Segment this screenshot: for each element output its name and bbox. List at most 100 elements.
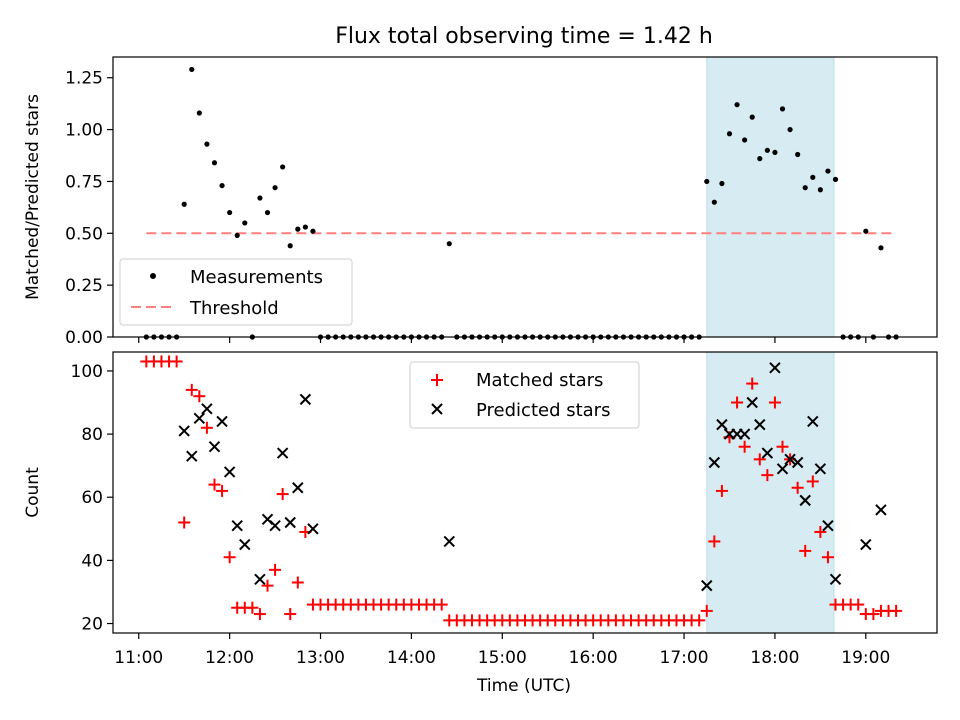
y-tick-label: 80 [81, 425, 103, 445]
predicted-star-point [307, 523, 319, 535]
matched-star-point [890, 604, 903, 617]
measurement-point [734, 102, 740, 108]
measurement-point [726, 131, 733, 137]
y-tick-label: 40 [81, 551, 103, 571]
matched-star-point [193, 390, 206, 403]
matched-star-point [291, 576, 304, 589]
x-tick-label: 15:00 [478, 648, 527, 668]
matched-star-point [738, 440, 751, 453]
matched-star-point [276, 488, 289, 501]
matched-star-point [776, 440, 789, 453]
measurement-point [310, 228, 316, 234]
measurement-point [757, 156, 763, 162]
count-y-axis-label: Count [23, 467, 43, 518]
measurement-point [189, 66, 195, 73]
matched-star-point [814, 525, 827, 538]
predicted-star-point [829, 573, 842, 586]
legend-predicted-marker [431, 403, 443, 415]
measurement-point [810, 174, 816, 180]
x-axis-label: Time (UTC) [476, 676, 571, 696]
matched-star-point [261, 579, 274, 592]
predicted-star-point [754, 418, 766, 431]
measurement-point [287, 243, 293, 249]
measurement-point [257, 195, 263, 201]
y-tick-label: 100 [71, 362, 103, 382]
ratio-legend: Measurements Threshold [119, 258, 353, 326]
count-legend: Matched stars Predicted stars [409, 361, 640, 429]
measurement-point [446, 241, 452, 247]
x-tick-label: 19:00 [841, 648, 890, 668]
measurement-point [749, 114, 755, 120]
predicted-star-point [299, 393, 312, 406]
matched-star-point [715, 484, 728, 497]
y-tick-label: 0.00 [65, 328, 103, 348]
count-x-ticks: 11:00 12:00 13:00 14:00 15:00 16:00 17:00 18:00… [114, 633, 890, 668]
matched-star-point [284, 608, 297, 621]
measurement-point [280, 164, 286, 170]
predicted-star-point [799, 494, 811, 507]
x-tick-label: 17:00 [660, 648, 709, 668]
predicted-star-point [186, 450, 198, 462]
predicted-star-point [178, 425, 190, 437]
y-tick-label: 1.00 [65, 121, 103, 141]
predicted-star-point [761, 447, 774, 459]
predicted-star-point [807, 415, 819, 428]
matched-stars-series [140, 355, 903, 627]
matched-star-point [185, 383, 198, 396]
measurement-point [795, 151, 801, 158]
measurement-point [227, 209, 233, 216]
matched-star-point [753, 453, 766, 466]
measurement-point [719, 180, 725, 187]
matched-star-point [700, 604, 713, 617]
measurement-point [878, 245, 884, 251]
measurement-point [772, 149, 778, 156]
legend-predicted-label: Predicted stars [476, 400, 610, 421]
measurement-point [787, 126, 793, 133]
measurement-point [242, 220, 248, 226]
measurement-point [264, 209, 271, 216]
predicted-stars-series [178, 362, 887, 592]
measurement-point [825, 168, 831, 174]
figure-title: Flux total observing time = 1.42 h [335, 24, 713, 49]
matched-star-point [852, 598, 865, 611]
predicted-star-point [860, 538, 872, 551]
matched-star-point [253, 608, 266, 621]
predicted-star-point [769, 362, 781, 374]
predicted-star-point [223, 466, 236, 478]
matched-star-point [269, 563, 282, 576]
y-tick-label: 20 [81, 615, 103, 635]
predicted-star-point [292, 482, 304, 494]
measurement-point [302, 224, 308, 230]
count-panel: 11:00 12:00 13:00 14:00 15:00 16:00 17:00 18:00… [23, 351, 938, 696]
ratio-axes-frame [112, 56, 938, 338]
measurement-point [742, 137, 748, 143]
measurement-point [711, 199, 717, 205]
legend-matched-label: Matched stars [476, 370, 603, 391]
predicted-star-point [208, 441, 221, 453]
predicted-star-point [239, 538, 251, 551]
predicted-star-point [193, 412, 206, 425]
measurement-point [295, 226, 301, 232]
matched-star-point [708, 535, 721, 548]
matched-star-point [806, 475, 819, 488]
x-tick-label: 13:00 [296, 648, 345, 668]
count-highlight-span [706, 351, 835, 634]
ratio-y-ticks: 0.00 0.25 0.50 0.75 1.00 1.25 [65, 69, 113, 348]
predicted-star-point [269, 519, 281, 532]
legend-measurements-label: Measurements [190, 267, 323, 288]
matched-star-point [223, 551, 236, 564]
matched-star-point [867, 608, 880, 621]
ratio-y-axis-label: Matched/Predicted stars [23, 94, 43, 300]
matched-star-point [799, 544, 812, 557]
predicted-star-point [284, 516, 296, 529]
matched-star-point [746, 377, 759, 390]
y-tick-label: 60 [81, 488, 103, 508]
predicted-star-point [875, 504, 887, 516]
measurement-point [196, 110, 202, 116]
x-tick-label: 12:00 [205, 648, 254, 668]
matched-star-point [435, 598, 448, 611]
predicted-star-point [776, 463, 789, 475]
matched-star-point [178, 516, 191, 529]
ratio-panel: 0.00 0.25 0.50 0.75 1.00 1.25 Matched/Predict… [23, 56, 938, 348]
